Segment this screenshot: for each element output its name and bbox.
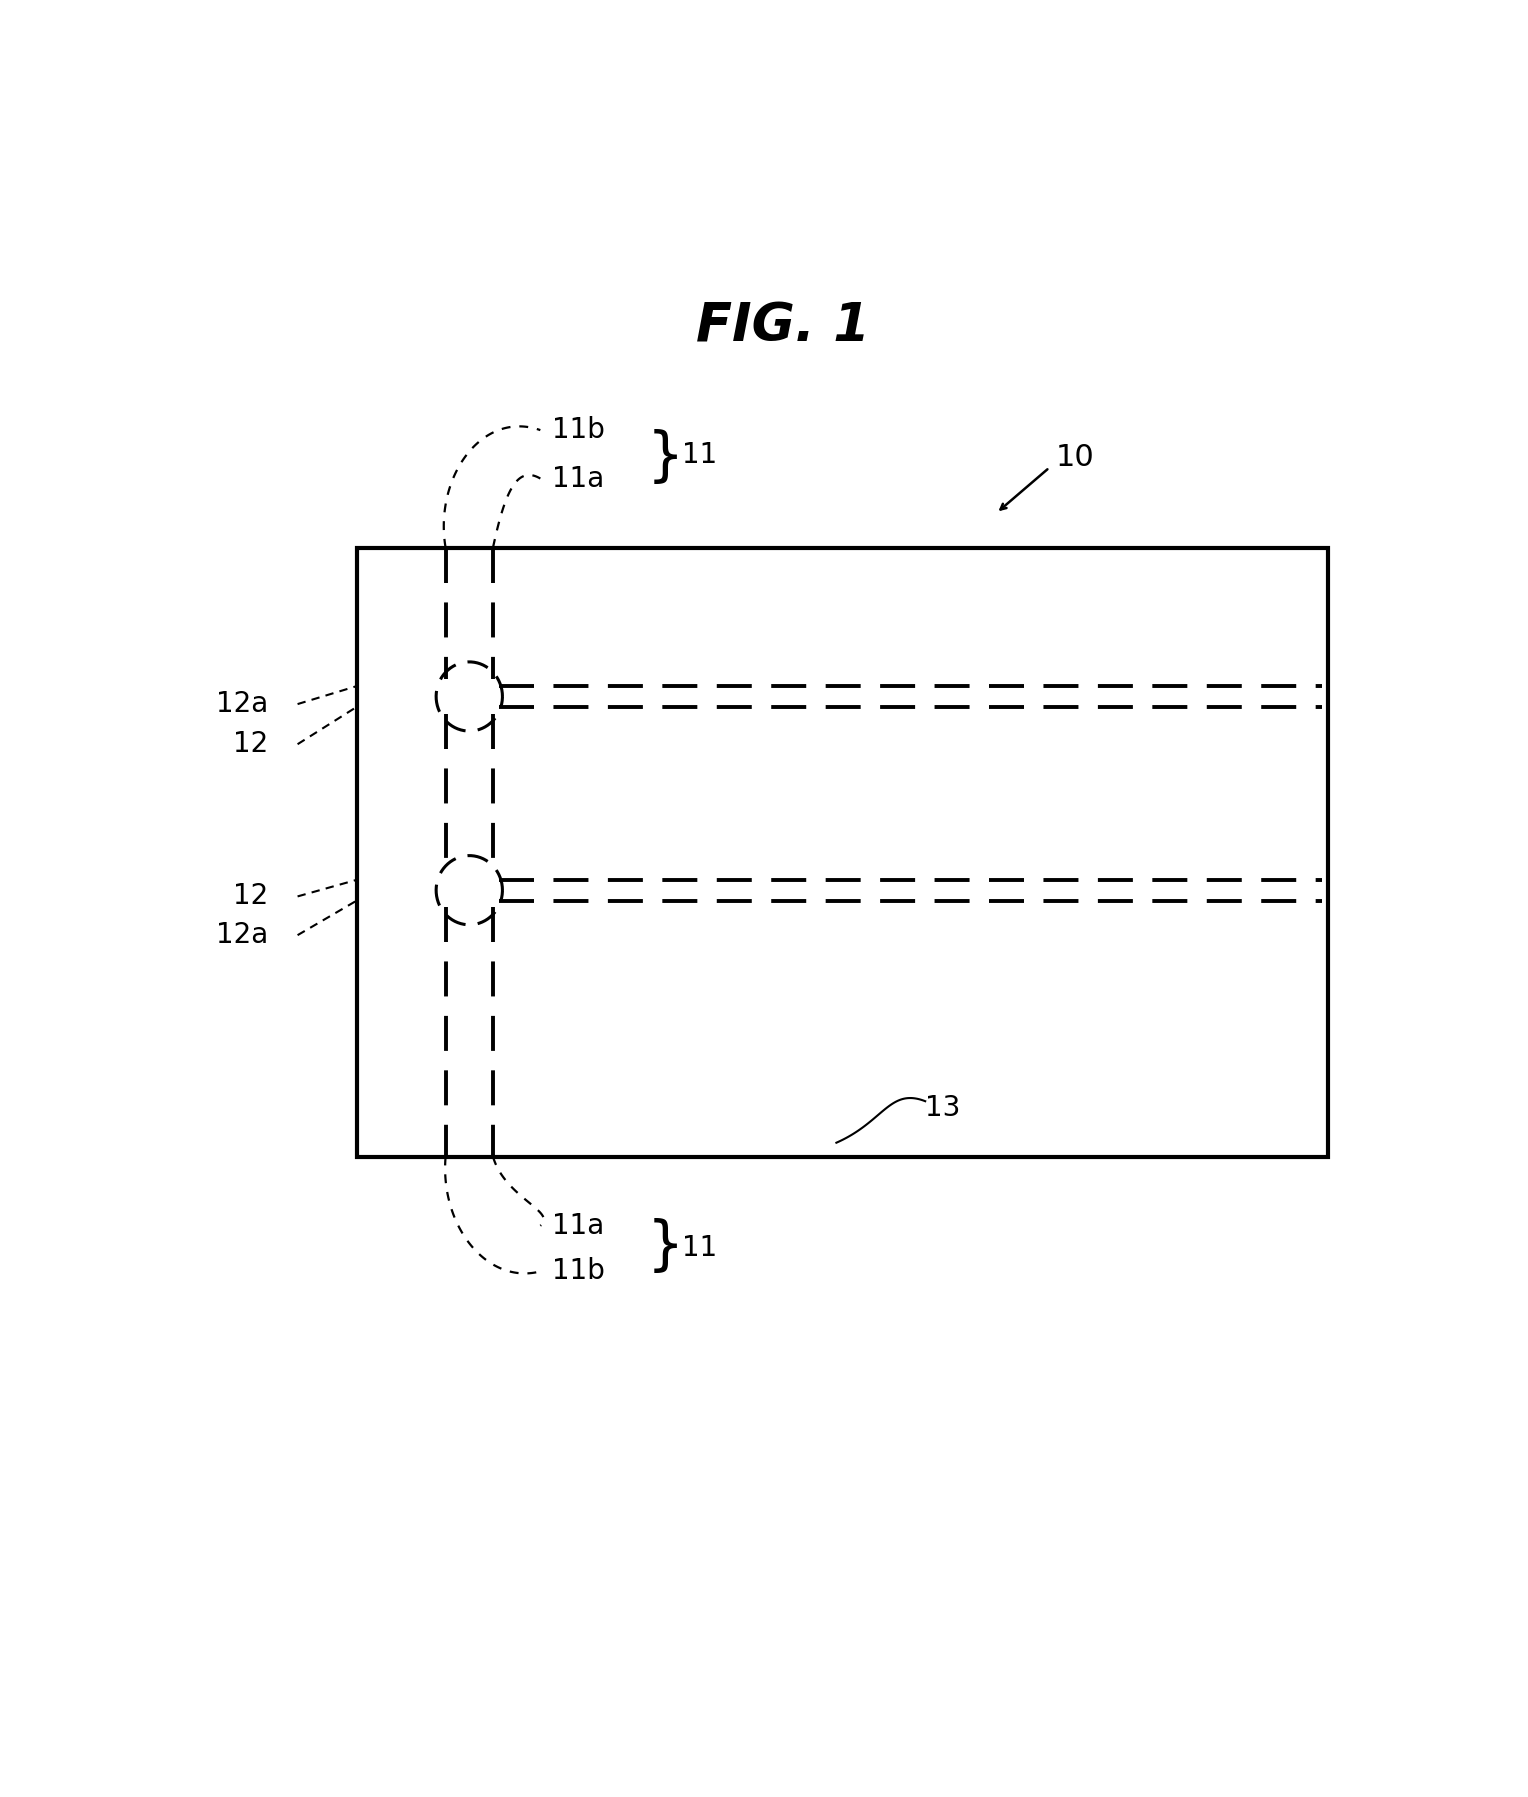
Text: 12: 12 — [232, 882, 267, 911]
Text: 12a: 12a — [215, 690, 267, 719]
Text: }: } — [646, 1218, 685, 1276]
Text: 11a: 11a — [552, 1211, 605, 1240]
Text: 13: 13 — [926, 1094, 961, 1121]
Text: }: } — [646, 429, 685, 487]
Text: 12a: 12a — [215, 922, 267, 949]
Text: 11a: 11a — [552, 465, 605, 492]
Text: 10: 10 — [1056, 444, 1094, 473]
Text: 12: 12 — [232, 730, 267, 758]
Text: 11: 11 — [683, 1235, 718, 1261]
Text: FIG. 1: FIG. 1 — [697, 300, 869, 352]
Bar — [358, 548, 1328, 1157]
Text: 11b: 11b — [552, 417, 605, 444]
Text: 11: 11 — [683, 440, 718, 469]
Text: 11b: 11b — [552, 1258, 605, 1285]
